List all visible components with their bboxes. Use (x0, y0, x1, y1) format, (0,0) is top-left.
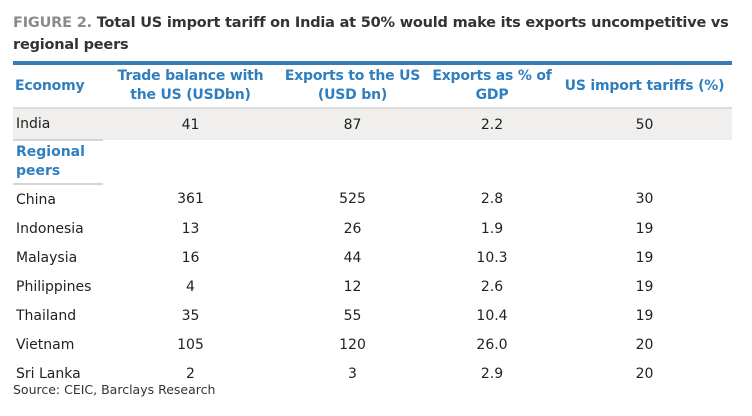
cell-trade-balance: 35 (181, 307, 200, 324)
cell-trade-balance: 361 (177, 191, 204, 207)
source-note: Source: CEIC, Barclays Research (13, 382, 216, 397)
header-row: Economy Trade balance with the US (USDbn… (13, 63, 732, 109)
cell-us-tariff: 19 (635, 278, 654, 295)
group-label-row: Regional peers (13, 140, 732, 185)
column-header-trade-balance: Trade balance with the US (USDbn) (103, 63, 278, 109)
cell-exports-to-us: 120 (339, 336, 366, 353)
cell-us-tariff: 50 (557, 108, 732, 140)
cell-us-tariff: 30 (635, 191, 654, 207)
table-row-highlight: India 41 87 2.2 50 (13, 108, 732, 141)
table-row: China 361 525 2.8 30 (13, 184, 732, 214)
cell-us-tariff: 19 (635, 249, 654, 266)
table-row: Thailand 35 55 10.4 19 (13, 301, 732, 330)
cell-exports-to-us: 26 (343, 220, 362, 237)
cell-economy: India (13, 108, 103, 141)
cell-exports-pct-gdp: 2.8 (480, 191, 504, 207)
cell-exports-to-us: 525 (339, 191, 366, 207)
cell-exports-pct-gdp: 2.6 (480, 278, 504, 295)
cell-trade-balance: 13 (181, 220, 200, 237)
column-header-exports-to-us: Exports to the US (USD bn) (278, 63, 427, 109)
cell-exports-to-us: 3 (348, 365, 357, 382)
cell-economy: Philippines (16, 278, 92, 295)
table-row: Indonesia 13 26 1.9 19 (13, 214, 732, 243)
cell-economy: Indonesia (16, 220, 84, 237)
column-header-economy: Economy (13, 63, 103, 109)
cell-trade-balance: 2 (186, 365, 195, 382)
cell-us-tariff: 19 (635, 307, 654, 324)
cell-exports-pct-gdp: 26.0 (476, 336, 508, 353)
cell-trade-balance: 105 (177, 336, 204, 353)
cell-exports-pct-gdp: 10.3 (476, 249, 508, 266)
cell-exports-pct-gdp: 1.9 (480, 220, 504, 237)
column-header-exports-pct-gdp: Exports as % of GDP (427, 63, 557, 109)
cell-trade-balance: 16 (181, 249, 200, 266)
cell-economy: Vietnam (16, 336, 75, 353)
cell-economy: Thailand (16, 307, 77, 324)
cell-us-tariff: 20 (635, 365, 654, 382)
table-row: Malaysia 16 44 10.3 19 (13, 243, 732, 272)
cell-exports-pct-gdp: 2.2 (427, 108, 557, 140)
table-row: Vietnam 105 120 26.0 20 (13, 330, 732, 359)
figure-label: FIGURE 2. (13, 15, 92, 31)
cell-exports-to-us: 87 (278, 108, 427, 140)
figure-title-text: Total US import tariff on India at 50% w… (13, 15, 729, 53)
cell-economy: Malaysia (16, 249, 78, 266)
cell-trade-balance: 41 (103, 108, 278, 140)
cell-economy: China (16, 191, 56, 208)
cell-exports-to-us: 12 (343, 278, 362, 295)
cell-exports-pct-gdp: 2.9 (480, 365, 504, 382)
data-table: Economy Trade balance with the US (USDbn… (13, 61, 732, 388)
column-header-us-tariffs: US import tariffs (%) (557, 63, 732, 109)
group-label: Regional peers (13, 140, 103, 185)
figure-title: FIGURE 2. Total US import tariff on Indi… (13, 12, 738, 56)
cell-trade-balance: 4 (186, 278, 195, 295)
cell-economy: Sri Lanka (16, 365, 81, 382)
cell-exports-to-us: 44 (343, 249, 362, 266)
table-row: Philippines 4 12 2.6 19 (13, 272, 732, 301)
table-row: Sri Lanka 2 3 2.9 20 (13, 359, 732, 388)
cell-exports-to-us: 55 (343, 307, 362, 324)
cell-us-tariff: 20 (635, 336, 654, 353)
cell-exports-pct-gdp: 10.4 (476, 307, 508, 324)
cell-us-tariff: 19 (635, 220, 654, 237)
